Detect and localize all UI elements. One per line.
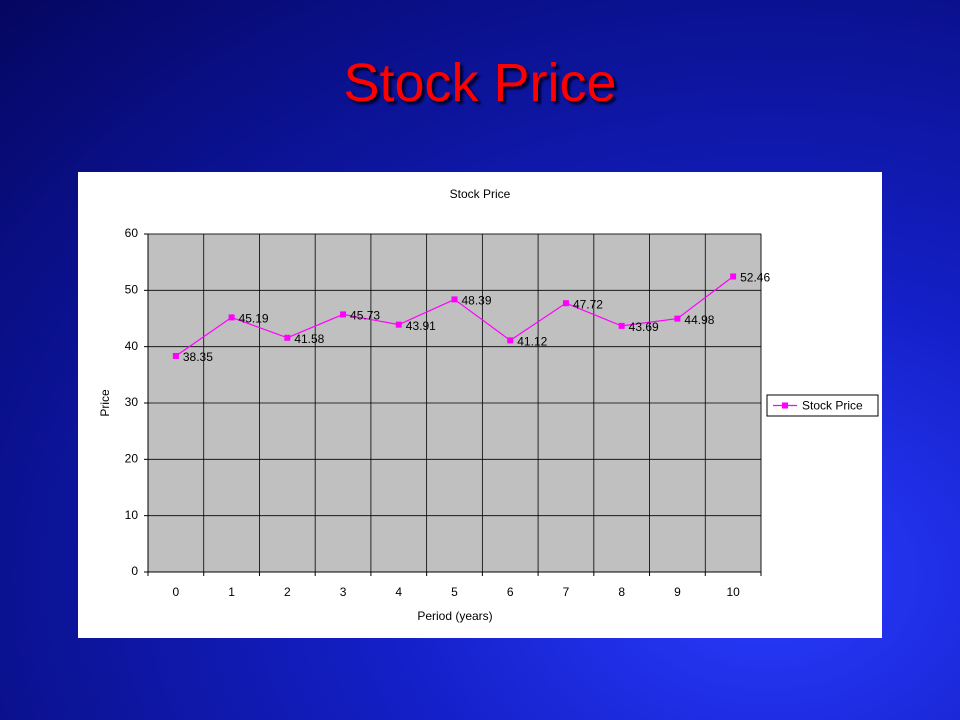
marker [172,352,179,359]
x-tick-label: 6 [507,585,514,599]
data-label: 41.58 [294,332,324,346]
marker [674,315,681,322]
data-label: 41.12 [517,335,547,349]
data-label: 44.98 [684,313,714,327]
y-axis-label: Price [98,389,112,417]
x-tick-label: 1 [228,585,235,599]
x-tick-label: 7 [563,585,570,599]
data-label: 43.91 [406,319,436,333]
x-tick-label: 0 [173,585,180,599]
x-tick-label: 9 [674,585,681,599]
marker [507,337,514,344]
marker [451,296,458,303]
y-tick-label: 0 [131,564,138,578]
data-label: 45.19 [239,312,269,326]
legend [766,394,879,417]
x-tick-label: 10 [726,585,740,599]
x-tick-label: 8 [618,585,625,599]
data-label: 45.73 [350,309,380,323]
y-tick-label: 50 [125,283,139,297]
y-tick-label: 40 [125,339,139,353]
data-label: 47.72 [573,297,603,311]
x-tick-label: 5 [451,585,458,599]
x-tick-label: 4 [395,585,402,599]
x-axis-label: Period (years) [417,609,492,623]
marker [730,273,737,280]
marker [340,311,347,318]
legend-label: Stock Price [802,399,863,413]
y-tick-label: 30 [125,395,139,409]
y-tick-label: 10 [125,508,139,522]
x-tick-label: 2 [284,585,291,599]
data-label: 38.35 [183,350,213,364]
marker [228,314,235,321]
x-tick-label: 3 [340,585,347,599]
marker [395,321,402,328]
legend-marker [782,402,788,409]
marker [618,322,625,329]
data-label: 48.39 [462,294,492,308]
data-label: 43.69 [629,320,659,334]
data-label: 52.46 [740,271,770,285]
y-tick-label: 60 [125,226,139,240]
y-tick-label: 20 [125,452,139,466]
chart-title: Stock Price [450,187,511,201]
marker [284,334,291,341]
slide-title: Stock Price [343,53,617,113]
marker [562,300,569,307]
